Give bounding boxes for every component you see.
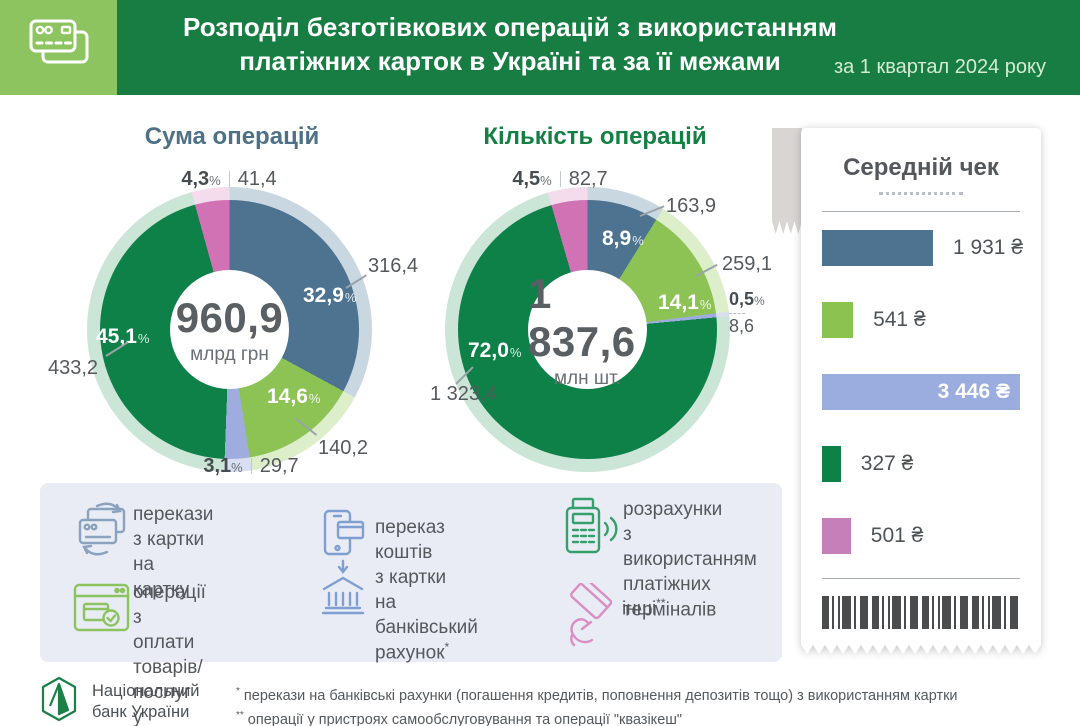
divider (729, 313, 745, 314)
legend-item-label: перекази з картки на картку (133, 504, 214, 601)
legend-item-label: інші (622, 598, 657, 620)
donut-sum-ring: 960,9 млрд грн (100, 200, 359, 459)
header-band: Розподіл безготівкових операцій з викори… (0, 0, 1080, 95)
avg-check-value: 3 446 ₴ (937, 380, 1010, 403)
chart-count-of-operations: Кількість операцій 1 837,6 млн шт. 4,5% 8… (430, 115, 790, 485)
avg-check-row-other: 501 ₴ (822, 518, 1020, 554)
bank-name: Національний банк України (92, 682, 200, 722)
segment-percent-pos: 72,0% (468, 339, 522, 362)
total-value: 1 837,6 (528, 269, 636, 365)
barcode (822, 596, 1020, 629)
card-transfer-icon (73, 501, 131, 562)
page-title: Розподіл безготівкових операцій з викори… (183, 12, 837, 76)
donut-center: 1 837,6 млн шт. (528, 270, 647, 389)
segment-value-internet: 140,2 (318, 437, 369, 459)
receipt-ribbon (772, 128, 802, 234)
segment-label-to-bank: 3,1% 29,7 (203, 455, 299, 477)
segment-percent-internet: 14,1% (658, 291, 712, 314)
avg-check-row-pos: 327 ₴ (822, 446, 1020, 482)
total-unit: млн шт. (553, 367, 622, 389)
segment-percent-card-to-card: 32,9% (303, 284, 357, 307)
segment-label-other: 4,5% 82,7 (512, 168, 608, 190)
average-check-receipt: Середній чек 1 931 ₴ 541 ₴ 3 446 ₴ 327 ₴ (801, 128, 1041, 654)
footnotes: * перекази на банківські рахунки (погашен… (236, 684, 958, 726)
footnote-1: * перекази на банківські рахунки (погашен… (236, 686, 958, 704)
hand-card-icon (568, 578, 618, 652)
donut-count-ring: 1 837,6 млн шт. (458, 200, 717, 459)
avg-check-bar (822, 446, 841, 482)
total-unit: млрд грн (190, 343, 269, 365)
legend-panel: перекази з картки на картку операції з о… (40, 483, 782, 726)
legend-item-label: переказ коштів з картки на банківський р… (375, 517, 478, 664)
header-logo-square (0, 0, 117, 95)
avg-check-bar (822, 518, 851, 554)
divider (822, 578, 1020, 579)
internet-payment-icon (73, 583, 131, 638)
segment-value-pos: 1 323,4 (430, 383, 497, 405)
nbu-logo-icon (36, 676, 82, 726)
avg-check-bar (822, 230, 933, 266)
donut-count-halo: 1 837,6 млн шт. (445, 187, 730, 472)
avg-check-bar: 3 446 ₴ (822, 374, 1020, 410)
pos-terminal-icon (563, 497, 623, 560)
card-to-bank-icon (321, 509, 367, 620)
period-label: за 1 квартал 2024 року (833, 56, 1046, 78)
payment-cards-icon (26, 16, 92, 79)
avg-check-value: 1 931 ₴ (952, 236, 1024, 259)
chart-sum-of-operations: Сума операцій 960,9 млрд грн 4,3% 41,4 31… (40, 115, 435, 485)
total-value: 960,9 (175, 293, 284, 341)
avg-check-value: 327 ₴ (860, 452, 914, 475)
segment-label-other: 4,3% 41,4 (181, 168, 277, 190)
segment-value-pos: 433,2 (48, 357, 99, 379)
receipt-zigzag-edge (801, 645, 1041, 654)
dotted-divider (879, 192, 963, 195)
avg-check-row-internet: 541 ₴ (822, 302, 1020, 338)
segment-value-card-to-card: 163,9 (666, 195, 717, 217)
avg-check-row-card-to-card: 1 931 ₴ (822, 230, 1024, 266)
avg-check-value: 541 ₴ (873, 308, 926, 331)
footnote-2: ** операції у пристроях самообслуговуванн… (236, 709, 683, 726)
chart-title: Сума операцій (144, 123, 320, 150)
receipt-title: Середній чек (843, 154, 999, 181)
avg-check-bar (822, 302, 854, 338)
legend-item-label: розрахунки з використанням платіжних тер… (623, 499, 757, 621)
segment-label-to-bank: 0,5% 8,6 (729, 289, 765, 336)
avg-check-row-to-bank: 3 446 ₴ (822, 374, 1020, 410)
segment-value-card-to-card: 316,4 (368, 255, 419, 277)
divider (822, 211, 1020, 212)
segment-percent-internet: 14,6% (267, 385, 321, 408)
donut-sum-halo: 960,9 млрд грн (87, 187, 372, 472)
chart-title: Кількість операцій (483, 123, 707, 150)
segment-value-internet: 259,1 (722, 253, 773, 275)
donut-center: 960,9 млрд грн (170, 270, 289, 389)
receipt-body: Середній чек 1 931 ₴ 541 ₴ 3 446 ₴ 327 ₴ (801, 128, 1041, 645)
legend-item-label: операції з оплати товарів/послуг у мереж… (133, 582, 206, 726)
segment-percent-card-to-card: 8,9% (602, 227, 644, 250)
avg-check-value: 501 ₴ (870, 524, 924, 547)
